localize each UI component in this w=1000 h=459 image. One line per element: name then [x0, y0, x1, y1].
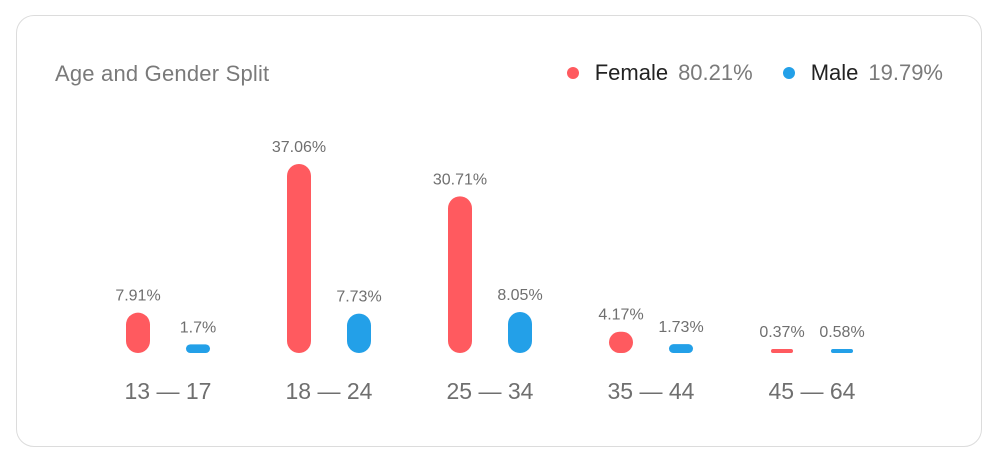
legend-dot-male — [782, 67, 795, 79]
chart-title: Age and Gender Split — [55, 61, 270, 86]
chart-card: Age and Gender Split Female 80.21% Male … — [16, 15, 982, 447]
category-label-1: 18 — 24 — [286, 378, 373, 404]
bar-female-2 — [448, 196, 472, 353]
bar-female-1 — [287, 163, 311, 353]
value-label-male-3: 1.73% — [658, 319, 703, 336]
legend-item-male: Male 19.79% — [782, 60, 943, 86]
legend-name-female: Female — [594, 60, 669, 85]
value-label-female-4: 0.37% — [759, 324, 804, 341]
value-label-male-4: 0.58% — [819, 324, 864, 341]
category-label-2: 25 — 34 — [447, 378, 534, 404]
category-label-0: 13 — 17 — [125, 378, 212, 404]
value-label-male-0: 1.7% — [180, 319, 216, 336]
value-label-male-1: 7.73% — [336, 289, 381, 306]
bar-male-2 — [508, 311, 532, 353]
legend-dot-female — [566, 67, 579, 79]
bar-female-0 — [126, 312, 150, 353]
value-label-female-0: 7.91% — [115, 288, 160, 305]
category-label-4: 45 — 64 — [769, 378, 856, 404]
bar-female-4 — [771, 349, 793, 353]
legend-item-female: Female 80.21% — [566, 60, 753, 86]
legend-name-male: Male — [810, 60, 859, 85]
value-label-male-2: 8.05% — [497, 287, 542, 304]
value-label-female-1: 37.06% — [272, 139, 326, 156]
bar-male-4 — [831, 349, 853, 353]
legend-value-female: 80.21% — [678, 60, 753, 85]
bar-female-3 — [609, 331, 633, 353]
legend-value-male: 19.79% — [868, 60, 943, 85]
bar-male-3 — [669, 344, 693, 353]
bar-male-1 — [347, 313, 371, 353]
legend: Female 80.21% Male 19.79% — [537, 60, 943, 86]
bar-male-0 — [186, 344, 210, 353]
category-label-3: 35 — 44 — [608, 378, 695, 404]
value-label-female-3: 4.17% — [598, 307, 643, 324]
value-label-female-2: 30.71% — [433, 171, 487, 188]
